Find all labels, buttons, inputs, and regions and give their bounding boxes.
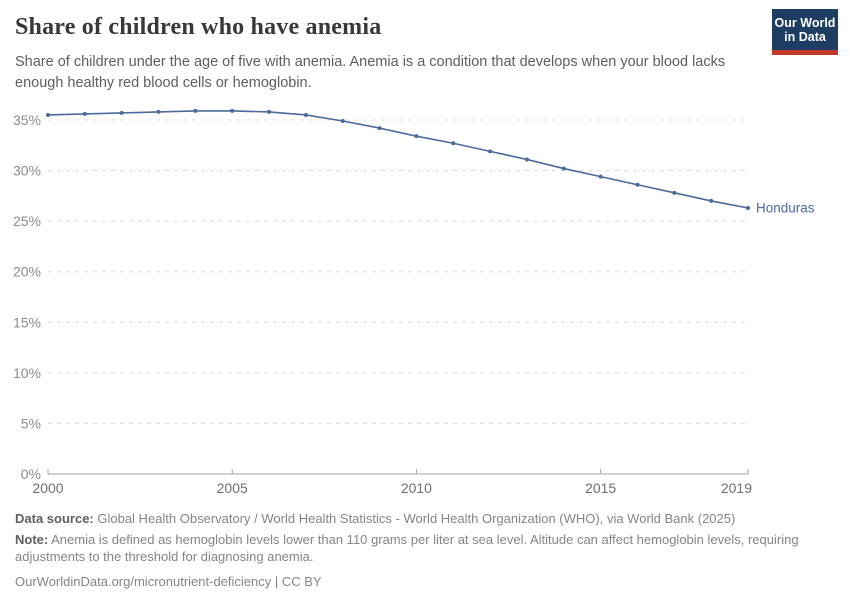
chart-subtitle: Share of children under the age of five … [15,54,726,91]
y-axis-tick-label: 20% [13,264,41,280]
data-point[interactable] [377,126,382,131]
y-axis-tick-label: 30% [13,163,41,179]
data-point[interactable] [746,205,750,210]
data-point[interactable] [709,198,714,203]
data-point[interactable] [561,166,566,171]
data-point[interactable] [82,111,87,116]
chart-title: Share of children who have anemia [15,14,382,40]
data-point[interactable] [488,149,493,154]
data-point[interactable] [598,174,603,179]
x-axis-tick-label: 2010 [401,480,432,496]
data-point[interactable] [193,108,198,113]
data-point[interactable] [119,110,124,115]
note-row: Note: Anemia is defined as hemoglobin le… [15,531,810,565]
data-point[interactable] [46,112,50,117]
x-axis-tick-label: 2019 [721,480,752,496]
data-point[interactable] [267,109,272,114]
data-source-text: Global Health Observatory / World Health… [93,511,736,526]
owid-logo[interactable]: Our World in Data [772,9,838,55]
data-point[interactable] [230,108,235,113]
owid-logo-text: Our World in Data [772,9,838,50]
data-point[interactable] [451,141,456,146]
owid-logo-stripe [772,50,838,55]
data-point[interactable] [156,109,161,114]
y-axis-tick-label: 5% [21,415,41,431]
data-point[interactable] [303,112,308,117]
chart-footer: Data source: Global Health Observatory /… [15,510,825,594]
entity-label-honduras[interactable]: Honduras [756,200,815,215]
y-axis-tick-label: 0% [21,466,41,482]
x-axis-tick-label: 2000 [32,480,63,496]
note-text: Anemia is defined as hemoglobin levels l… [15,532,799,564]
y-axis-tick-label: 25% [13,213,41,229]
chart-plot-area: 0% 5% 10% 15% 20% 25% 30% 35% 2000 2005 2010 2015 20… [13,108,815,496]
y-axis-tick-label: 10% [13,365,41,381]
data-point[interactable] [672,190,677,195]
owid-logo-line1: Our World [774,15,836,30]
y-axis-tick-label: 15% [13,314,41,330]
data-source-row: Data source: Global Health Observatory /… [15,510,825,527]
series-line-honduras[interactable] [47,110,749,209]
chart-header: Share of children who have anemia Share … [0,0,850,95]
data-source-label: Data source: [15,511,94,526]
y-axis-tick-label: 35% [13,112,41,128]
data-point[interactable] [340,119,345,124]
data-point[interactable] [414,134,419,139]
x-axis-tick-label: 2015 [585,480,616,496]
data-point[interactable] [524,157,529,162]
owid-logo-line2: in Data [784,29,826,44]
x-axis-tick-label: 2005 [217,480,248,496]
citation-link[interactable]: OurWorldinData.org/micronutrient-deficie… [15,574,322,589]
note-label: Note: [15,532,49,547]
data-point[interactable] [635,182,640,187]
